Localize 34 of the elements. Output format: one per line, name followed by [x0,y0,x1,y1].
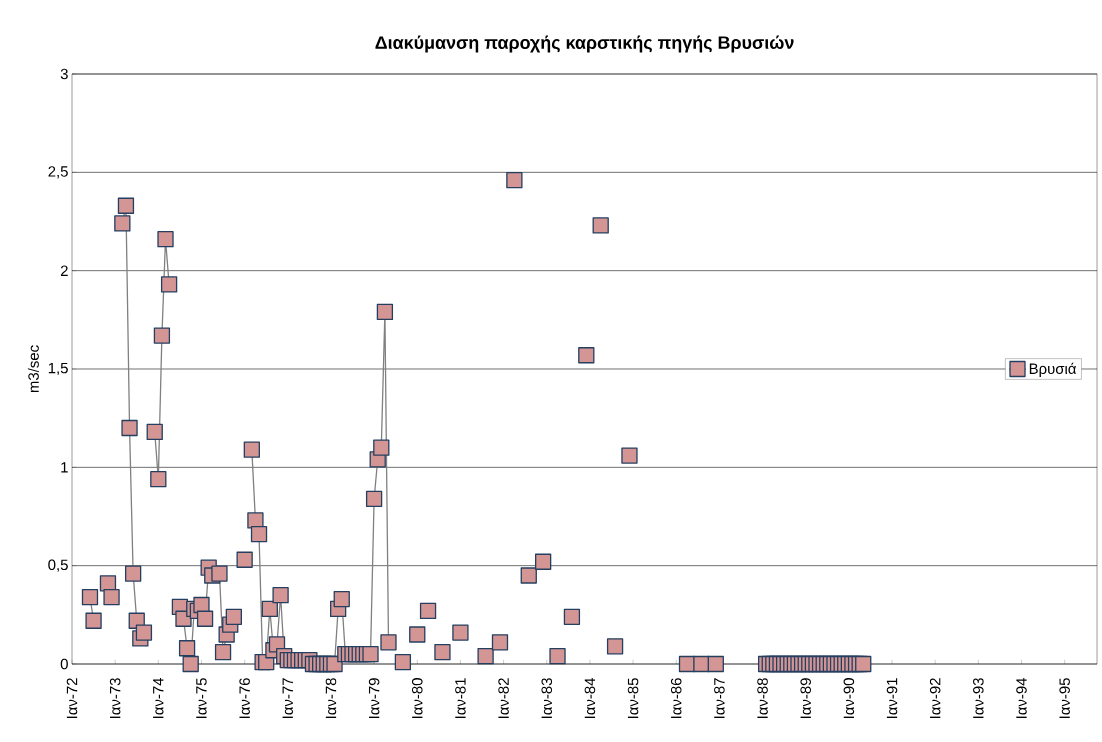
x-tick-label: Ιαν-78 [325,678,337,719]
x-tick-label: Ιαν-80 [411,678,423,719]
x-tick-label: Ιαν-82 [498,678,509,719]
x-tick-label: Ιαν-95 [1059,678,1070,719]
x-tick-label: Ιαν-73 [109,678,121,719]
x-tick-label: Ιαν-77 [282,678,293,719]
y-tick-label: 3 [60,68,68,80]
x-tick-label: Ιαν-91 [886,678,898,719]
legend-label: Βρυσιά [1029,362,1077,377]
x-tick-label: Ιαν-74 [153,677,164,719]
x-tick-label: Ιαν-86 [670,678,682,719]
x-tick-label: Ιαν-81 [455,678,466,719]
x-tick-label: Ιαν-87 [714,678,725,719]
x-tick-label: Ιαν-88 [757,678,768,719]
x-tick-label: Ιαν-75 [196,678,207,719]
x-tick-label: Ιαν-94 [1016,677,1027,719]
x-tick-label: Ιαν-85 [627,678,639,719]
x-tick-label: Ιαν-89 [800,678,811,719]
y-axis-title: m3/sec [27,345,39,393]
y-tick-label: 2,5 [48,166,68,179]
x-tick-label: Ιαν-79 [368,678,380,719]
y-tick-label: 0,5 [48,559,68,572]
y-tick-label: 0 [60,658,68,670]
x-tick-label: Ιαν-93 [973,678,984,719]
x-tick-label: Ιαν-72 [66,678,78,719]
x-tick-label: Ιαν-84 [584,677,596,719]
x-tick-label: Ιαν-83 [541,678,553,719]
chart-title: Διακύμανση παροχής καρστικής πηγής Βρυσιών [375,35,794,53]
x-tick-label: Ιαν-92 [929,678,941,719]
y-tick-label: 2 [60,265,68,276]
x-tick-label: Ιαν-76 [239,678,250,719]
y-tick-label: 1 [61,462,68,473]
y-tick-label: 1,5 [48,362,68,376]
x-tick-label: Ιαν-90 [843,678,855,719]
